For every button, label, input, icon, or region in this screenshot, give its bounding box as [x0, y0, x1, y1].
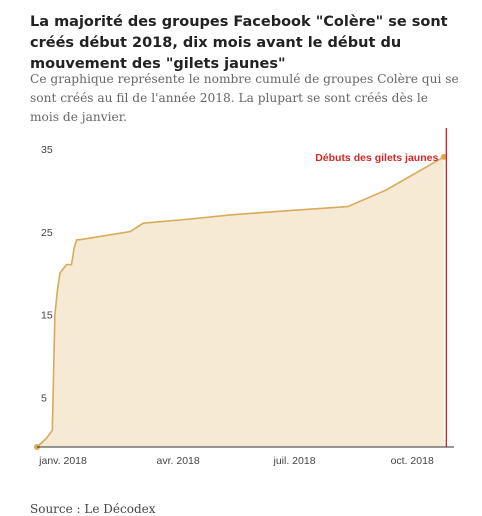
area-fill	[37, 156, 444, 447]
source-note: Source : Le Décodex	[30, 502, 156, 516]
y-tick-label: 35	[41, 144, 53, 156]
chart-subtitle: Ce graphique représente le nombre cumulé…	[30, 72, 459, 124]
end-point	[440, 153, 447, 160]
x-tick-label: avr. 2018	[157, 455, 200, 467]
x-axis-ticks: janv. 2018 avr. 2018 juil. 2018 oct. 2018	[38, 455, 434, 467]
y-axis-ticks: 5 15 25 35	[41, 144, 53, 405]
y-tick-label: 15	[41, 310, 53, 322]
x-tick-label: juil. 2018	[273, 455, 316, 467]
chart-title: La majorité des groupes Facebook "Colère…	[30, 14, 448, 72]
y-tick-label: 25	[41, 227, 53, 239]
chart-area: 5 15 25 35 Débuts des gilets jaunes janv. 2…	[34, 128, 454, 467]
y-tick-label: 5	[41, 393, 47, 405]
x-tick-label: oct. 2018	[391, 455, 434, 467]
x-tick-label: janv. 2018	[38, 455, 87, 467]
series-line	[36, 156, 445, 448]
annotation-label: Débuts des gilets jaunes	[315, 152, 438, 164]
